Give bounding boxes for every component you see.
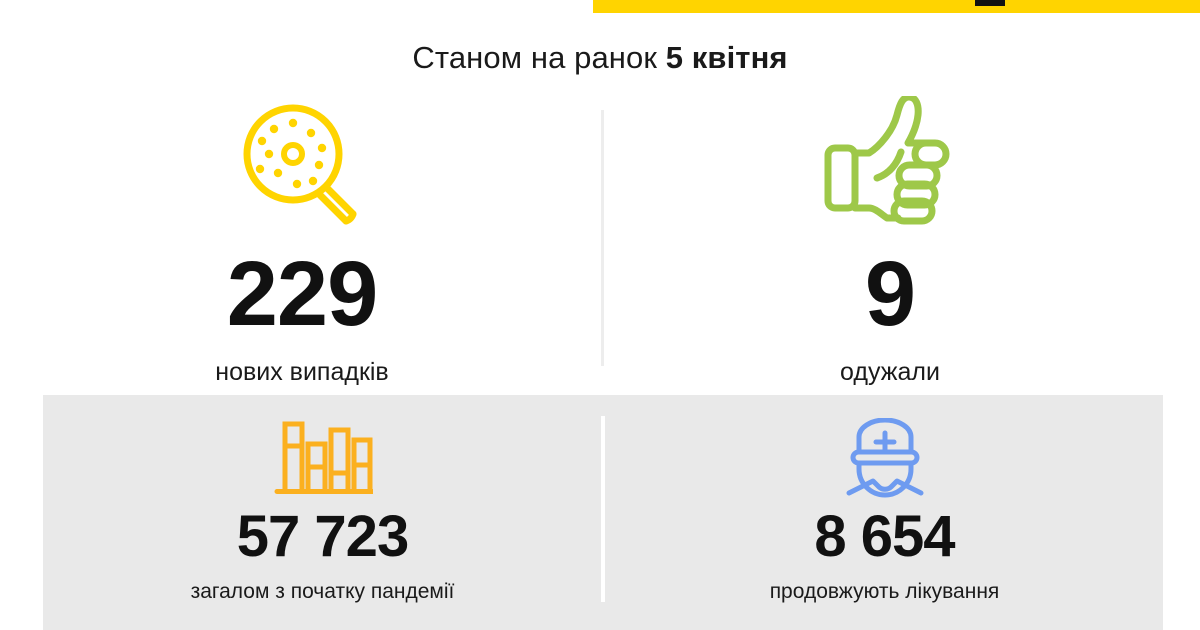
vertical-divider-bottom [601, 416, 605, 602]
magnifier-virus-icon [22, 96, 582, 226]
headline-date: 5 квітня [665, 40, 788, 75]
page-title: Станом на ранок 5 квітня [0, 40, 1200, 76]
stat-card-total-pandemic: 57 723 загалом з початку пандемії [50, 418, 595, 604]
stat-label-in-treatment: продовжують лікування [769, 580, 1000, 603]
headline-prefix: Станом на ранок [412, 40, 666, 75]
stat-label-recovered: одужали [840, 358, 940, 386]
stat-value-total-pandemic: 57 723 [236, 504, 409, 569]
stat-value-recovered: 9 [864, 243, 916, 345]
stat-label-new-cases: нових випадків [215, 358, 389, 386]
thumbs-up-icon [610, 96, 1170, 226]
bar-chart-icon [50, 418, 595, 498]
stat-value-new-cases: 229 [226, 243, 379, 345]
stat-card-recovered: 9 одужали [610, 96, 1170, 387]
stat-value-in-treatment: 8 654 [814, 504, 955, 569]
stat-card-new-cases: 229 нових випадків [22, 96, 582, 387]
stat-label-total-pandemic: загалом з початку пандемії [190, 580, 455, 603]
vertical-divider-top [601, 110, 604, 366]
cropped-title-glyph [975, 0, 1005, 6]
top-yellow-banner [593, 0, 1200, 13]
stat-card-in-treatment: 8 654 продовжують лікування [612, 418, 1157, 604]
doctor-icon [612, 418, 1157, 498]
